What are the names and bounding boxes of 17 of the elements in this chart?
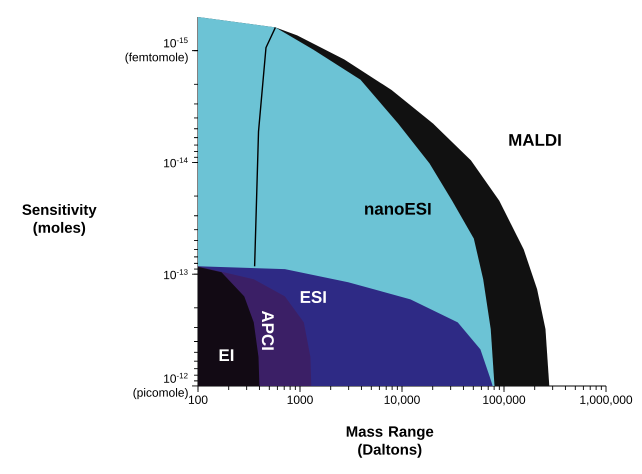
y-axis-title: Sensitivity (moles) — [22, 204, 97, 236]
x-tick-label: 100,000 — [483, 396, 526, 406]
line-series — [254, 26, 276, 268]
series-label: EI — [220, 349, 234, 361]
series-label: APCI — [262, 310, 274, 350]
x-tick-label: 1,000,000 — [580, 396, 632, 406]
y-tick-label: 10$^{-12}$ (picomole) — [133, 372, 188, 400]
y-tick-label: 10$^{-14}$ — [164, 157, 188, 168]
x-axis-title: Mass Range (Daltons) — [346, 426, 434, 458]
text: MALDI — [509, 134, 561, 146]
x-tick-label: 10,000 — [384, 396, 420, 406]
x-tick-label: 1000 — [288, 396, 313, 404]
y-tick-label: 10$^{-13}$ — [164, 269, 188, 280]
series-label: nanoESI — [365, 202, 431, 215]
series-label: ESI — [300, 291, 326, 304]
y-tick-label: 10$^{-15}$ (femtomole) — [125, 38, 188, 64]
x-tick-label: 100 — [188, 396, 208, 404]
